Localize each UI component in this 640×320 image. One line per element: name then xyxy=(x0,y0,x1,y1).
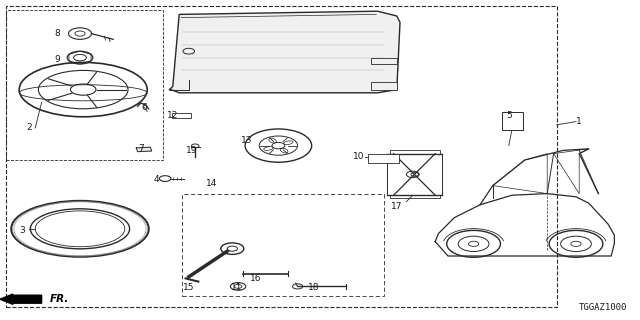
Text: 8: 8 xyxy=(55,29,60,38)
Text: 11: 11 xyxy=(231,284,243,292)
Bar xyxy=(390,150,440,154)
Text: 16: 16 xyxy=(250,274,262,283)
Bar xyxy=(371,82,397,90)
Bar xyxy=(6,6,557,307)
Text: 7: 7 xyxy=(138,144,143,153)
Text: 13: 13 xyxy=(241,136,252,145)
Bar xyxy=(368,154,399,163)
FancyArrow shape xyxy=(0,294,42,304)
Bar xyxy=(390,195,440,198)
Text: 1: 1 xyxy=(577,117,582,126)
Text: 17: 17 xyxy=(391,202,403,211)
Text: FR.: FR. xyxy=(50,294,69,304)
Bar xyxy=(6,10,163,160)
Polygon shape xyxy=(136,147,152,152)
Bar xyxy=(182,194,384,296)
Text: 6: 6 xyxy=(141,103,147,112)
Bar xyxy=(371,58,397,64)
Polygon shape xyxy=(170,11,400,93)
Text: TGGAZ1000: TGGAZ1000 xyxy=(579,303,627,312)
Text: 5: 5 xyxy=(506,111,511,120)
Text: 4: 4 xyxy=(154,175,159,184)
Text: 10: 10 xyxy=(353,152,364,161)
Text: 15: 15 xyxy=(183,284,195,292)
Bar xyxy=(502,112,523,130)
Text: 3: 3 xyxy=(20,226,25,235)
Text: 2: 2 xyxy=(26,124,31,132)
Text: 19: 19 xyxy=(186,146,198,155)
Text: 14: 14 xyxy=(205,180,217,188)
Text: 12: 12 xyxy=(167,111,179,120)
Text: 18: 18 xyxy=(308,284,319,292)
Text: 9: 9 xyxy=(55,55,60,64)
Bar xyxy=(172,113,191,118)
